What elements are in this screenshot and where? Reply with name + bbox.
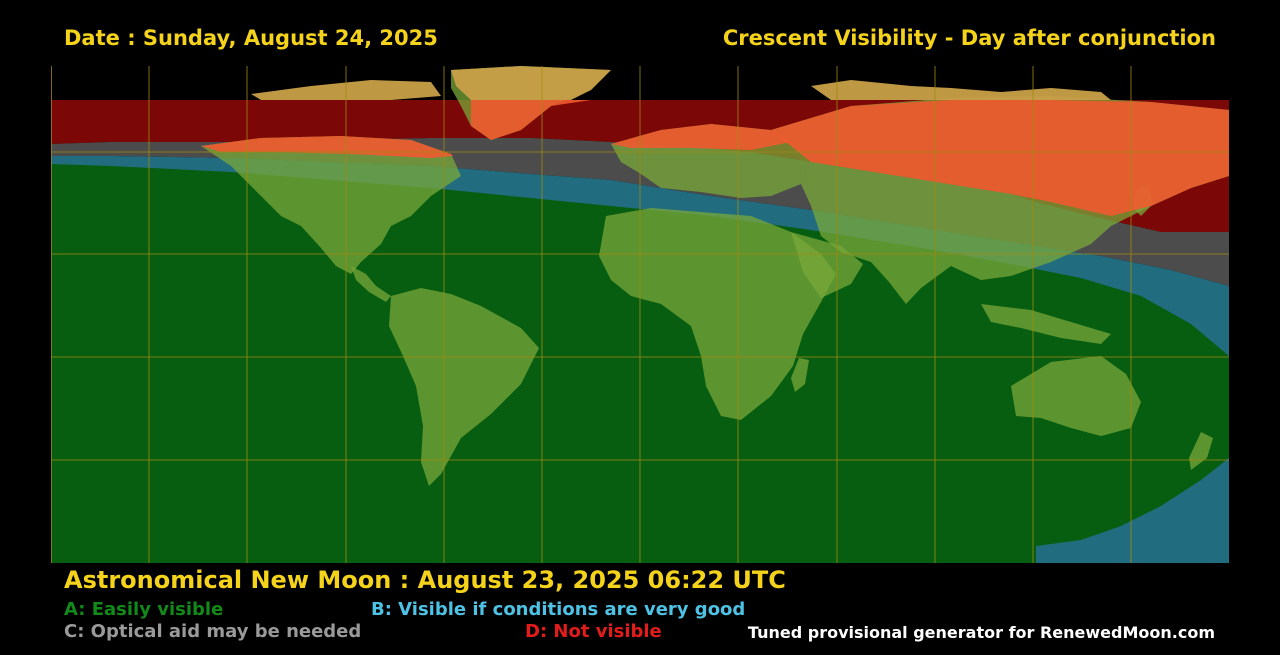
australia <box>1011 356 1141 436</box>
map-date: Date : Sunday, August 24, 2025 <box>64 26 438 50</box>
land-arctic <box>251 66 1111 100</box>
lat-lon-grid <box>51 66 1229 563</box>
arabian-peninsula <box>791 232 863 298</box>
legend-zone-b: B: Visible if conditions are very good <box>371 599 746 620</box>
north-america-north <box>201 136 453 158</box>
new-moon-time: Astronomical New Moon : August 23, 2025 … <box>64 566 786 594</box>
madagascar <box>791 358 809 392</box>
north-america <box>201 136 461 274</box>
land-in-zone-d <box>201 100 1229 216</box>
asia-north <box>771 100 1229 216</box>
crescent-visibility-map <box>51 66 1229 563</box>
generator-credit: Tuned provisional generator for RenewedM… <box>747 623 1215 642</box>
europe-north <box>611 124 791 150</box>
greenland-south <box>471 100 591 140</box>
legend-zone-a: A: Easily visible <box>64 599 224 620</box>
new-zealand <box>1189 432 1213 470</box>
legend-zone-c: C: Optical aid may be needed <box>64 621 362 642</box>
world-map-svg <box>51 66 1229 563</box>
map-title: Crescent Visibility - Day after conjunct… <box>722 26 1216 50</box>
africa <box>599 208 836 420</box>
legend-zone-d: D: Not visible <box>525 621 662 642</box>
south-america <box>389 288 539 486</box>
southeast-asia-islands <box>981 304 1111 344</box>
arctic-islands-asia <box>811 80 1111 100</box>
greenland-north <box>451 66 611 100</box>
central-america <box>351 266 391 302</box>
